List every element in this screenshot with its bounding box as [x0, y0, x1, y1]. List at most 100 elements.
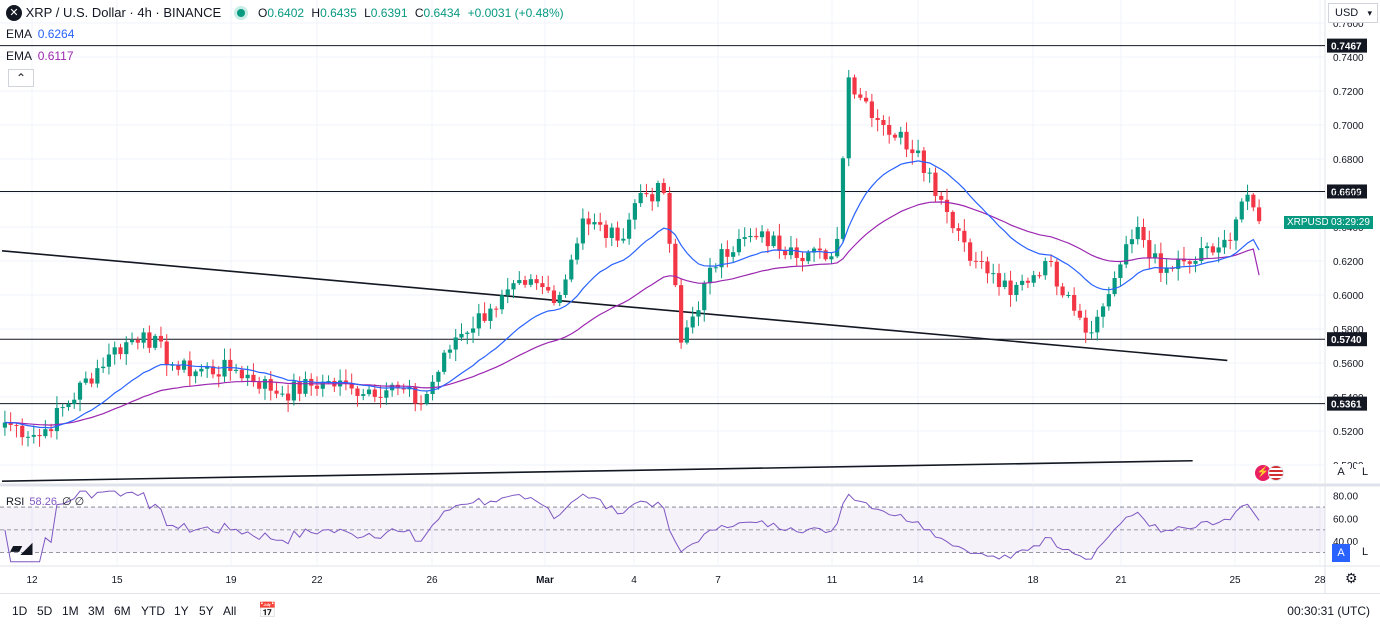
- candle-body: [476, 313, 481, 329]
- log-scale-button[interactable]: L: [1356, 464, 1374, 482]
- candle-body: [1216, 247, 1221, 253]
- candle-body: [904, 131, 909, 150]
- symbol-title[interactable]: ✕ XRP / U.S. Dollar · 4h · BINANCE: [6, 4, 245, 21]
- timeframe-1y[interactable]: 1Y: [174, 604, 189, 618]
- rsi-tick-label: 80.00: [1333, 492, 1358, 503]
- candle-body: [447, 349, 453, 353]
- candle-body: [916, 150, 921, 154]
- price-tick-label: 0.7400: [1333, 53, 1364, 64]
- candle-body: [1025, 280, 1031, 283]
- candle-body: [765, 231, 770, 247]
- horizontal-levels[interactable]: 0.7467 0.6609 0.5740 0.5361: [0, 38, 1367, 411]
- auto-scale-button[interactable]: A: [1332, 464, 1350, 482]
- rsi-label: RSI: [6, 496, 25, 508]
- candle-body: [60, 407, 65, 409]
- trendline[interactable]: [1, 459, 1193, 482]
- candle-body: [372, 389, 377, 397]
- timeframe-5d[interactable]: 5D: [37, 604, 53, 618]
- candle-body: [1124, 244, 1129, 265]
- date-range-calendar-icon[interactable]: 📅: [258, 602, 277, 619]
- flag-icon[interactable]: [1268, 465, 1284, 481]
- candle-body: [176, 364, 181, 370]
- ema-legend-1[interactable]: EMA 0.6264: [6, 27, 74, 41]
- time-tick-label: 26: [426, 575, 438, 586]
- level-plate: [1327, 332, 1367, 347]
- candle-body: [563, 279, 568, 295]
- candle-body: [384, 390, 389, 398]
- candle-body: [609, 227, 614, 238]
- level-label: 0.6609: [1331, 187, 1362, 198]
- candle-body: [1083, 317, 1088, 333]
- ema2-value: 0.6117: [37, 49, 74, 63]
- candle-body: [233, 369, 239, 371]
- time-axis[interactable]: 12 15 19 22 26 Mar 4 7 11 14 18 21 25 28: [26, 575, 1326, 586]
- collapse-legend-button[interactable]: ⌃: [8, 69, 34, 87]
- rsi-log-scale-button[interactable]: L: [1356, 544, 1374, 562]
- candle-body: [655, 182, 661, 202]
- candle-body: [973, 260, 978, 262]
- rsi-auto-scale-button[interactable]: A: [1332, 544, 1350, 562]
- candle-body: [887, 125, 892, 135]
- candle-body: [667, 193, 672, 244]
- level-plate: [1327, 396, 1367, 411]
- candle-body: [187, 360, 192, 377]
- candle-body: [1164, 267, 1169, 273]
- rsi-legend[interactable]: RSI 58.26 ∅ ∅: [6, 495, 84, 508]
- price-tick-label: 0.6000: [1333, 291, 1364, 302]
- timeframe-1m[interactable]: 1M: [62, 604, 79, 618]
- candle-body: [1257, 207, 1262, 222]
- price-tick-label: 0.5800: [1333, 325, 1364, 336]
- grid: [0, 0, 1380, 593]
- currency-select[interactable]: USD ▾: [1328, 3, 1378, 23]
- trendlines[interactable]: [1, 250, 1228, 482]
- candle-body: [991, 273, 996, 275]
- candle-body: [49, 429, 54, 432]
- candle-body: [696, 310, 701, 317]
- time-tick-label: 11: [827, 575, 838, 586]
- timeframe-all[interactable]: All: [223, 604, 237, 618]
- candle-body: [199, 368, 204, 372]
- close-label: C: [414, 6, 424, 20]
- candle-body: [534, 279, 539, 284]
- candle-body: [517, 280, 522, 284]
- settings-gear-icon[interactable]: ⚙: [1345, 570, 1358, 586]
- candle-body: [1129, 239, 1135, 245]
- utc-clock[interactable]: 00:30:31 (UTC): [1287, 604, 1370, 618]
- ohlc-readout: O0.6402 H0.6435 L0.6391 C0.6434 +0.0031 …: [258, 6, 568, 20]
- timeframe-1d[interactable]: 1D: [12, 604, 28, 618]
- candle-body: [147, 332, 152, 348]
- timeframe-3m[interactable]: 3M: [88, 604, 105, 618]
- rsi-pane: 80.00 60.00 40.00: [0, 490, 1358, 563]
- ema-legend-2[interactable]: EMA 0.6117: [6, 49, 74, 63]
- candle-body: [996, 273, 1002, 287]
- candle-body: [228, 359, 233, 371]
- price-tick-label: 0.6800: [1333, 155, 1364, 166]
- level-plate: [1327, 184, 1367, 199]
- candle-body: [1199, 248, 1204, 261]
- candle-body: [158, 335, 164, 342]
- candle-body: [661, 182, 666, 193]
- candle-body: [268, 379, 273, 391]
- candle-body: [77, 382, 83, 400]
- chevron-up-icon: ⌃: [15, 71, 27, 85]
- candle-body: [205, 366, 210, 369]
- timeframe-ytd[interactable]: YTD: [141, 604, 165, 618]
- time-tick-label: 22: [311, 575, 323, 586]
- rsi-value: 58.26: [29, 496, 57, 508]
- candle-body: [436, 371, 441, 382]
- candle-body: [933, 172, 938, 196]
- timeframe-5y[interactable]: 5Y: [199, 604, 214, 618]
- events-icon[interactable]: ⚡: [1255, 465, 1271, 481]
- candle-body: [361, 394, 366, 396]
- bottom-toolbar: 1D 5D 1M 3M 6M YTD 1Y 5Y All 📅 00:30:31 …: [0, 593, 1380, 625]
- timeframe-6m[interactable]: 6M: [114, 604, 131, 618]
- high-value: 0.6435: [320, 6, 357, 20]
- candle-body: [141, 332, 146, 343]
- candle-body: [314, 385, 320, 389]
- candle-body: [89, 378, 94, 384]
- rsi-extra-2: ∅: [74, 496, 85, 508]
- price-tick-label: 0.7000: [1333, 121, 1364, 132]
- trendline[interactable]: [1, 250, 1228, 362]
- candle-body: [806, 252, 811, 262]
